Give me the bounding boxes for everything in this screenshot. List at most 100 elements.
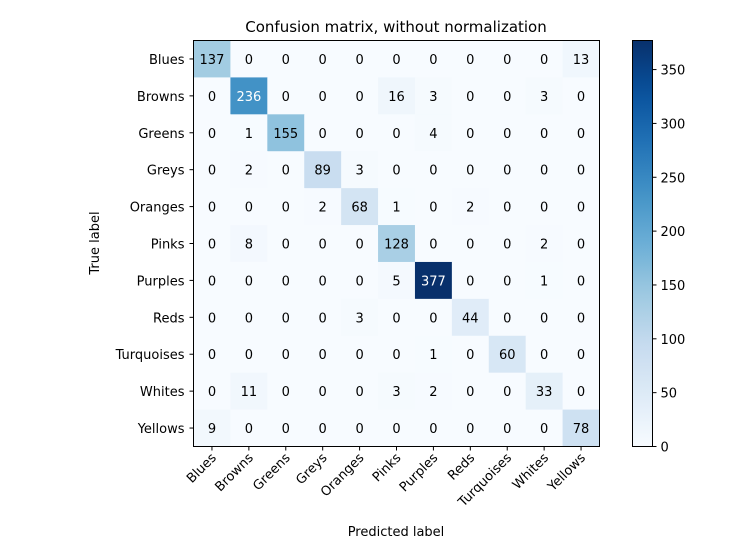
- heatmap-cell: [414, 40, 453, 78]
- cell-value-label: 0: [208, 348, 216, 363]
- heatmap-cell: [230, 77, 268, 115]
- cell-value-label: 0: [319, 422, 327, 437]
- cell-value-label: 128: [384, 238, 409, 253]
- heatmap-cell: [525, 188, 564, 226]
- heatmap-cell: [488, 335, 527, 374]
- heatmap-cell: [267, 77, 305, 115]
- heatmap-cell: [525, 261, 564, 300]
- heatmap-cell: [562, 225, 600, 263]
- heatmap-cell: [414, 298, 453, 337]
- heatmap-cell: [267, 151, 305, 189]
- cell-value-label: 0: [282, 90, 290, 105]
- cell-value-label: 0: [319, 90, 327, 105]
- colorbar-tick-label: 0: [661, 441, 669, 456]
- cell-value-label: 0: [319, 127, 327, 142]
- heatmap-cell: [451, 298, 490, 337]
- heatmap-cell: [230, 298, 268, 337]
- cell-value-label: 0: [355, 274, 363, 289]
- heatmap-cell: [230, 40, 268, 78]
- heatmap-cell: [378, 261, 416, 300]
- heatmap-cell: [378, 77, 416, 115]
- heatmap-cell: [378, 335, 416, 374]
- cell-value-label: 0: [355, 127, 363, 142]
- heatmap-cell: [193, 40, 231, 78]
- heatmap-cell: [414, 225, 453, 263]
- cell-value-label: 0: [392, 311, 400, 326]
- cell-value-label: 9: [208, 422, 216, 437]
- cell-value-label: 4: [429, 127, 437, 142]
- y-tick-label: Blues: [149, 53, 185, 68]
- cell-value-label: 0: [245, 201, 253, 216]
- heatmap-cells: [193, 40, 600, 447]
- heatmap-cell: [488, 298, 527, 337]
- heatmap-cell: [562, 77, 600, 115]
- heatmap-cell: [230, 114, 268, 152]
- colorbar-tick-label: 100: [661, 333, 686, 348]
- heatmap-cell: [488, 40, 527, 78]
- heatmap-cell: [488, 409, 527, 447]
- heatmap-cell: [193, 335, 231, 374]
- heatmap-cell: [230, 335, 268, 374]
- cell-value-label: 0: [503, 201, 511, 216]
- heatmap-cell: [525, 151, 564, 189]
- y-tick-label: Reds: [153, 311, 185, 326]
- cell-value-label: 0: [540, 422, 548, 437]
- heatmap-cell: [304, 188, 342, 226]
- cell-value-label: 60: [499, 348, 516, 363]
- cell-value-label: 5: [392, 274, 400, 289]
- colorbar-tick-label: 350: [661, 64, 686, 79]
- heatmap-cell: [488, 372, 527, 411]
- cell-value-label: 0: [503, 311, 511, 326]
- cell-value-label: 0: [245, 53, 253, 68]
- y-tick-label: Browns: [137, 90, 185, 105]
- cell-value-label: 0: [355, 53, 363, 68]
- cell-value-label: 0: [503, 127, 511, 142]
- cell-value-label: 0: [392, 164, 400, 179]
- heatmap-cell: [304, 77, 342, 115]
- y-tick-label: Turquoises: [115, 348, 185, 363]
- heatmap-cell: [414, 77, 453, 115]
- cell-value-label: 13: [573, 53, 590, 68]
- heatmap-cell: [451, 77, 490, 115]
- heatmap-cell: [267, 298, 305, 337]
- heatmap-cell: [230, 409, 268, 447]
- heatmap-cell: [193, 188, 231, 226]
- cell-value-label: 3: [429, 90, 437, 105]
- cell-value-label: 0: [282, 422, 290, 437]
- cell-value-label: 0: [466, 238, 474, 253]
- colorbar-tick-label: 50: [661, 387, 678, 402]
- cell-value-label: 0: [282, 53, 290, 68]
- heatmap-cell: [341, 298, 379, 337]
- heatmap-cell: [378, 151, 416, 189]
- chart-title: Confusion matrix, without normalization: [245, 18, 547, 36]
- cell-value-label: 0: [245, 274, 253, 289]
- heatmap-cell: [378, 188, 416, 226]
- heatmap-cell: [230, 372, 268, 411]
- heatmap-cell: [414, 188, 453, 226]
- heatmap-cell: [267, 114, 305, 152]
- heatmap-cell: [267, 261, 305, 300]
- y-tick-label: Greys: [147, 164, 185, 179]
- heatmap-cell: [304, 261, 342, 300]
- heatmap-cell: [562, 188, 600, 226]
- cell-value-label: 1: [245, 127, 253, 142]
- heatmap-cell: [414, 409, 453, 447]
- cell-value-label: 0: [503, 90, 511, 105]
- cell-value-label: 0: [503, 385, 511, 400]
- cell-value-label: 0: [282, 348, 290, 363]
- x-axis-label: Predicted label: [348, 525, 445, 540]
- cell-value-label: 11: [241, 385, 258, 400]
- heatmap-cell-labels: 137 0 0 0 0 0 0 0 0 0 130 236 0 0 0 16 3 0 0 3 00 1 155 0 0 0 4 0 0 0…: [200, 53, 590, 437]
- heatmap-cell: [451, 188, 490, 226]
- cell-value-label: 0: [466, 385, 474, 400]
- heatmap-cell: [525, 77, 564, 115]
- colorbar-tick-label: 200: [661, 225, 686, 240]
- cell-value-label: 0: [392, 127, 400, 142]
- x-tick-label: Reds: [445, 451, 478, 484]
- colorbar: [632, 40, 652, 446]
- heatmap-cell: [488, 261, 527, 300]
- heatmap-cell: [341, 409, 379, 447]
- heatmap-cell: [193, 409, 231, 447]
- cell-value-label: 0: [355, 238, 363, 253]
